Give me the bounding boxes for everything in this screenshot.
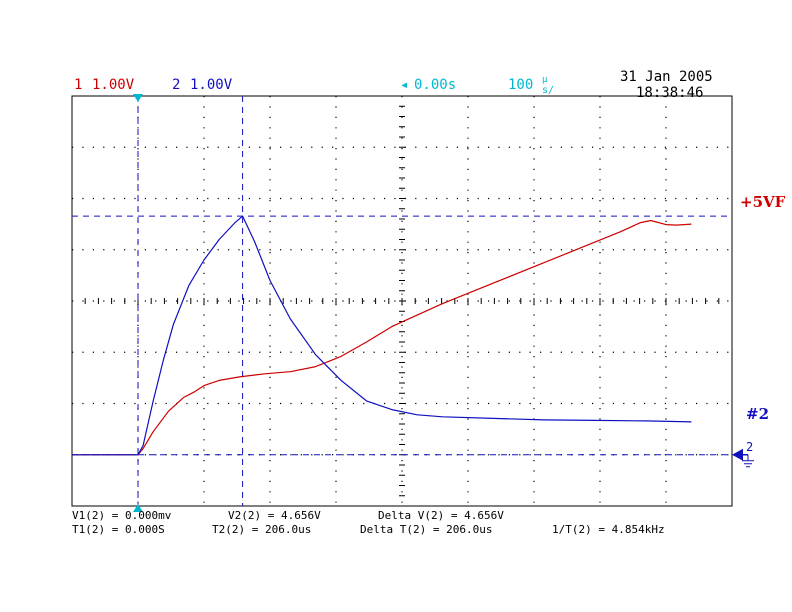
- ground-marker-label: 2: [746, 440, 754, 454]
- ground-arrow-icon: [732, 448, 743, 461]
- meas-frequency: 1/T(2) = 4.854kHz: [552, 523, 665, 536]
- graticule: [71, 95, 733, 507]
- ch2-scale: 1.00V: [190, 77, 233, 93]
- trigger-top-marker: [133, 94, 143, 102]
- ch1-number: 1: [74, 77, 83, 93]
- traces: [72, 215, 692, 456]
- meas-delta-t: Delta T(2) = 206.0us: [360, 523, 493, 536]
- trace-ch2: [72, 215, 692, 456]
- timebase-unit-sup: μ: [542, 75, 548, 85]
- date: 31 Jan 2005: [620, 69, 713, 85]
- meas-v2: V2(2) = 4.656V: [228, 509, 321, 522]
- delay-readout: 0.00s: [414, 77, 457, 93]
- delay-arrow-icon: ◂: [400, 77, 409, 93]
- cursors: [72, 96, 732, 506]
- meas-v1: V1(2) = 0.000mv: [72, 509, 172, 522]
- ch1-scale: 1.00V: [92, 77, 135, 93]
- meas-t2: T2(2) = 206.0us: [212, 523, 312, 536]
- ch2-marker-label: #2: [746, 405, 770, 423]
- meas-delta-v: Delta V(2) = 4.656V: [378, 509, 504, 522]
- meas-t1: T1(2) = 0.000S: [72, 523, 165, 536]
- markers: [133, 94, 754, 512]
- ch1-marker-label: +5VF: [740, 193, 786, 211]
- ch2-number: 2: [172, 77, 181, 93]
- trigger-bottom-marker: [133, 504, 143, 512]
- timebase-unit: s/: [542, 85, 555, 96]
- trace-ch1: [72, 219, 692, 456]
- timebase-readout: 100: [508, 77, 534, 93]
